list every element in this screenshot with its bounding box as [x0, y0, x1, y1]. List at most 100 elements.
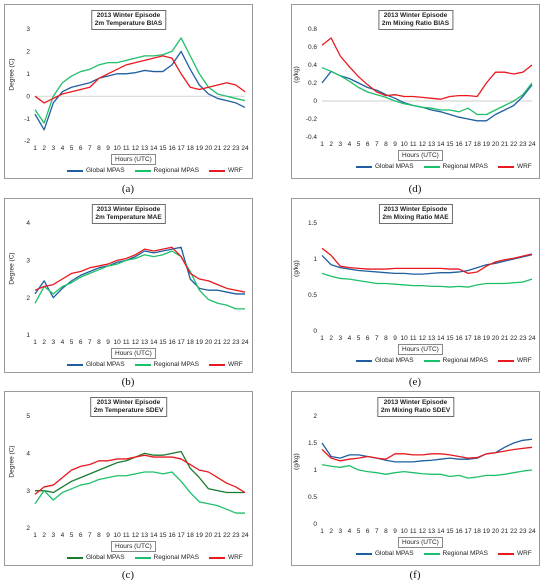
x-tick-label: 24	[528, 335, 536, 342]
x-tick-label: 11	[410, 528, 417, 535]
x-tick-label: 14	[437, 335, 445, 342]
y-tick-label: -0.2	[306, 116, 318, 123]
x-axis-label: Hours (UTC)	[398, 344, 443, 355]
y-tick-label: 0.6	[308, 44, 317, 51]
y-tick-label: 0	[313, 98, 317, 105]
x-tick-label: 17	[177, 145, 185, 152]
x-tick-label: 16	[168, 339, 176, 346]
series-line-regional-mpas	[34, 471, 245, 514]
x-tick-label: 24	[241, 145, 249, 152]
y-tick-label: 3	[26, 258, 30, 265]
x-tick-label: 3	[51, 339, 55, 346]
legend-swatch-wrf	[208, 169, 225, 172]
x-tick-label: 22	[223, 339, 231, 346]
legend-swatch-wrf	[208, 556, 225, 559]
y-tick-label: 1.5	[308, 220, 317, 227]
x-tick-label: 8	[384, 335, 388, 342]
x-tick-label: 11	[123, 339, 130, 346]
legend: Global MPAS Regional MPAS WRF	[356, 357, 532, 364]
legend-swatch-regional	[134, 169, 151, 172]
y-tick-label: 1	[26, 71, 30, 78]
x-tick-label: 1	[320, 335, 324, 342]
x-axis-label: Hours (UTC)	[111, 154, 156, 165]
chart-svg: 00.511.51 2 3 4 5 6 7 8 9 10 11 12 13 14 15 16 17 18 19 20 2…	[308, 220, 536, 342]
x-tick-label: 4	[61, 145, 65, 152]
x-tick-label: 8	[97, 532, 101, 539]
x-tick-label: 4	[61, 339, 65, 346]
legend-swatch-global	[67, 556, 83, 559]
x-tick-label: 13	[141, 532, 149, 539]
x-tick-label: 19	[196, 532, 204, 539]
x-tick-label: 6	[79, 532, 83, 539]
series-line-wrf	[34, 55, 246, 104]
x-tick-label: 20	[205, 145, 213, 152]
x-tick-label: 9	[106, 145, 110, 152]
legend: Global MPAS Regional MPAS WRF	[67, 167, 243, 174]
x-tick-label: 6	[366, 141, 370, 148]
y-axis-label: (g/kg)	[292, 66, 300, 83]
x-tick-label: 23	[519, 528, 527, 535]
legend-label: Global MPAS	[375, 357, 414, 364]
legend-label: Global MPAS	[86, 167, 125, 174]
y-tick-label: 0.5	[308, 494, 317, 501]
chart-panel-mixing-ratio-bias: -0.4 -0.2 0 0.2 0.4 0.6 0.8 1 2 3 4 5 6 7 8 9 10 11 12 13 14…	[291, 4, 540, 179]
x-tick-label: 15	[446, 528, 454, 535]
legend-swatch-global	[356, 552, 372, 555]
x-tick-label: 24	[241, 339, 249, 346]
legend: Global MPAS Regional MPAS WRF	[356, 163, 532, 170]
series-line-global-mpas	[35, 450, 245, 494]
x-tick-label: 4	[348, 141, 352, 148]
x-tick-label: 24	[528, 528, 536, 535]
legend-label: Regional MPAS	[442, 163, 488, 170]
x-tick-label: 23	[519, 335, 527, 342]
x-tick-label: 17	[464, 528, 472, 535]
legend-swatch-global	[67, 363, 83, 366]
y-axis-label: (g/kg)	[292, 260, 300, 277]
y-tick-label: -2	[24, 138, 30, 145]
series-line-wrf	[321, 446, 533, 462]
x-tick-label: 21	[501, 335, 509, 342]
x-tick-label: 10	[401, 528, 409, 535]
y-tick-label: 4	[26, 220, 30, 227]
x-tick-label: 19	[196, 339, 204, 346]
x-tick-label: 22	[510, 141, 518, 148]
legend-label: WRF	[227, 554, 243, 561]
legend-swatch-regional	[423, 359, 440, 362]
x-tick-label: 5	[70, 339, 74, 346]
x-tick-label: 3	[51, 532, 55, 539]
x-tick-label: 13	[141, 339, 149, 346]
legend-swatch-regional	[423, 552, 440, 555]
chart-title: 2013 Winter Episode 2m Temperature BIAS	[90, 10, 167, 30]
y-tick-label: 0.8	[308, 26, 317, 33]
legend-swatch-global	[356, 165, 372, 168]
x-tick-label: 19	[483, 528, 491, 535]
x-tick-label: 19	[483, 141, 491, 148]
x-tick-label: 6	[79, 339, 83, 346]
x-tick-label: 20	[492, 335, 500, 342]
legend-swatch-global	[67, 169, 83, 172]
y-tick-label: 0	[26, 93, 30, 100]
x-tick-label: 23	[232, 339, 240, 346]
x-tick-label: 1	[320, 141, 324, 148]
x-tick-label: 17	[464, 335, 472, 342]
x-tick-label: 3	[338, 335, 342, 342]
x-tick-label: 8	[384, 528, 388, 535]
y-tick-label: -1	[24, 116, 30, 123]
y-tick-label: 1.5	[308, 440, 317, 447]
x-tick-label: 18	[474, 528, 482, 535]
x-tick-label: 22	[223, 532, 231, 539]
x-tick-label: 7	[88, 145, 92, 152]
y-tick-label: -0.4	[306, 134, 318, 141]
x-tick-label: 13	[428, 141, 436, 148]
x-tick-label: 20	[205, 339, 213, 346]
x-tick-label: 18	[187, 532, 195, 539]
legend-swatch-wrf	[497, 359, 514, 362]
y-tick-label: 1	[26, 332, 30, 339]
x-tick-label: 17	[464, 141, 472, 148]
x-tick-label: 11	[123, 145, 130, 152]
x-tick-label: 10	[401, 335, 409, 342]
x-tick-label: 15	[446, 335, 454, 342]
y-tick-label: 2	[26, 295, 30, 302]
x-tick-label: 1	[33, 532, 37, 539]
